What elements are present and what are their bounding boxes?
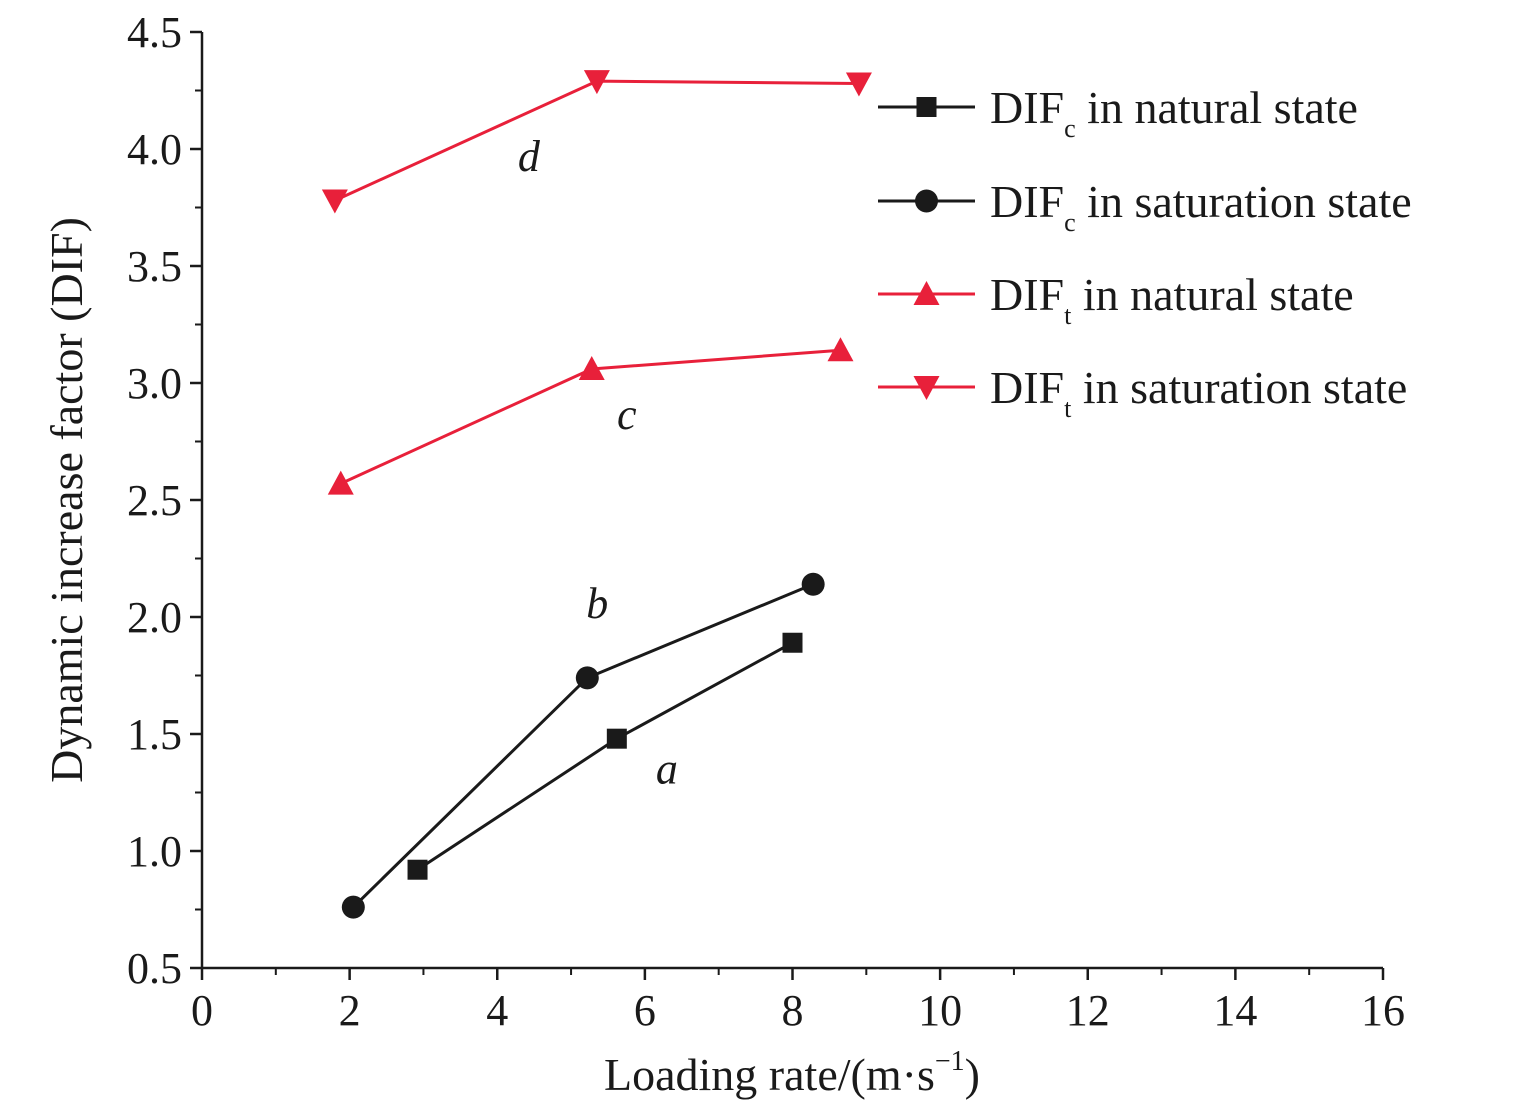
x-tick-label: 12	[1066, 986, 1110, 1035]
legend-label: DIFt in saturation state	[990, 362, 1407, 423]
data-point	[575, 666, 599, 690]
data-point	[827, 337, 854, 362]
x-tick-label: 0	[191, 986, 213, 1035]
y-tick-label: 2.0	[127, 593, 182, 642]
data-point	[801, 572, 825, 596]
legend-label-rest: in saturation state	[1071, 362, 1407, 413]
series-b	[341, 572, 825, 919]
legend-entry: DIFc in natural state	[878, 82, 1358, 143]
series-annotation: b	[586, 579, 608, 628]
series-annotation: d	[518, 132, 541, 181]
x-tick-label: 6	[634, 986, 656, 1035]
legend-label-rest: in natural state	[1071, 269, 1353, 320]
series-line	[352, 582, 814, 909]
series-d	[321, 70, 872, 214]
y-tick-label: 3.0	[127, 359, 182, 408]
x-tick-label: 2	[339, 986, 361, 1035]
legend-label-rest: in saturation state	[1076, 176, 1412, 227]
legend-label: DIFc in saturation state	[990, 176, 1412, 237]
legend-label-main: DIF	[990, 82, 1064, 133]
series-annotations: a b c d	[518, 132, 678, 794]
legend-label-main: DIF	[990, 362, 1064, 413]
data-point	[407, 859, 428, 880]
y-tick-label: 3.5	[127, 242, 182, 291]
legend-marker	[915, 189, 938, 213]
legend-label-main: DIF	[990, 269, 1064, 320]
x-tick-label: 4	[486, 986, 508, 1035]
y-tick-label: 4.0	[127, 125, 182, 174]
data-point	[578, 355, 605, 380]
series-annotation: c	[617, 390, 637, 439]
series-annotation: a	[656, 745, 678, 794]
legend-label: DIFt in natural state	[990, 269, 1354, 330]
legend-label-subscript: t	[1064, 394, 1072, 423]
series-line	[334, 79, 859, 202]
x-axis-title-close: )	[965, 1049, 980, 1100]
x-tick-label: 14	[1213, 986, 1257, 1035]
data-point	[782, 632, 803, 653]
data-point	[327, 470, 354, 495]
data-point	[583, 70, 610, 95]
x-axis-title: Loading rate/(m·s−1)	[604, 1046, 980, 1100]
x-tick-label: 16	[1361, 986, 1405, 1035]
series-a	[407, 632, 803, 880]
x-axis-title-text: Loading rate/(m·s	[604, 1049, 935, 1100]
series-line	[416, 641, 794, 871]
data-point	[321, 189, 348, 214]
legend-label-subscript: c	[1064, 208, 1076, 237]
legend-marker	[916, 97, 937, 117]
data-point	[341, 895, 365, 919]
legend-label-rest: in natural state	[1076, 82, 1358, 133]
y-tick-label: 2.5	[127, 476, 182, 525]
legend-entry: DIFt in saturation state	[878, 362, 1407, 423]
y-tick-label: 0.5	[127, 944, 182, 993]
legend-label-main: DIF	[990, 176, 1064, 227]
legend-marker	[913, 376, 940, 400]
x-axis-title-exponent: −1	[935, 1046, 965, 1077]
y-tick-label: 1.5	[127, 710, 182, 759]
legend-label-subscript: c	[1064, 114, 1076, 143]
axes: 0 2 4 6 8 10 12 14 16 0.5 1.0 1.5 2.0 2.5 3.0 3.5 4.0 4.5	[127, 8, 1405, 1035]
legend-label-subscript: t	[1064, 301, 1072, 330]
x-tick-label: 10	[918, 986, 962, 1035]
legend-entry: DIFc in saturation state	[878, 176, 1412, 237]
series-layer	[321, 70, 872, 919]
data-point	[606, 728, 627, 749]
legend-label: DIFc in natural state	[990, 82, 1358, 143]
y-tick-label: 1.0	[127, 827, 182, 876]
x-tick-label: 8	[782, 986, 804, 1035]
legend-entry: DIFt in natural state	[878, 269, 1354, 330]
y-axis-title: Dynamic increase factor (DIF)	[41, 217, 92, 783]
data-point	[845, 72, 872, 97]
legend-marker	[913, 281, 940, 305]
y-tick-label: 4.5	[127, 8, 182, 57]
series-c	[327, 337, 854, 495]
